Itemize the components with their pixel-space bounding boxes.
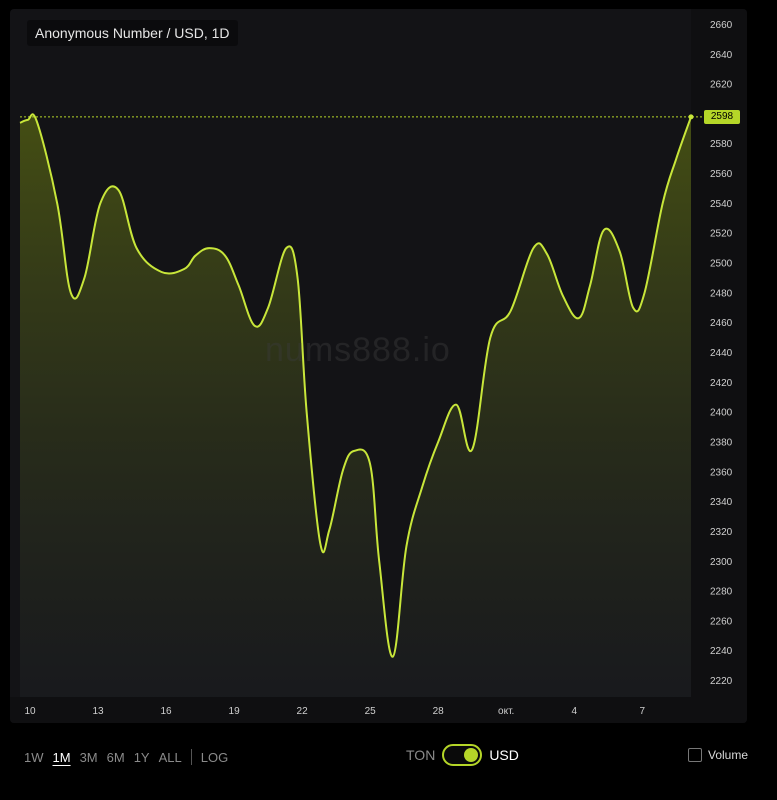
range-button-1y[interactable]: 1Y (133, 749, 150, 765)
y-tick-label: 2480 (710, 288, 733, 299)
currency-toggle[interactable] (442, 744, 483, 766)
toolbar-divider (190, 749, 192, 765)
y-tick-label: 2620 (710, 80, 733, 91)
x-tick-label: 19 (229, 706, 241, 717)
y-tick-label: 2560 (710, 169, 733, 180)
time-range-selector: 1W 1M 3M 6M 1Y ALL LOG (24, 749, 237, 765)
y-tick-label: 2540 (710, 199, 733, 210)
price-chart-panel[interactable]: 2220 2240 2260 2280 2300 2320 2340 2360 2380 2400… (10, 9, 747, 723)
toggle-knob (464, 748, 479, 762)
currency-option-usd[interactable]: USD (489, 747, 519, 763)
y-tick-label: 2360 (710, 467, 733, 478)
y-tick-label: 2300 (710, 557, 733, 568)
y-tick-label: 2320 (710, 527, 733, 538)
range-button-all[interactable]: ALL (158, 749, 182, 765)
volume-checkbox[interactable] (688, 748, 702, 762)
price-area-fill (20, 114, 691, 697)
y-tick-label: 2500 (710, 259, 733, 270)
y-tick-label: 2280 (710, 587, 733, 598)
x-tick-label: 10 (24, 706, 36, 717)
chart-title: Anonymous Number / USD, 1D (27, 20, 238, 46)
x-tick-label: 4 (571, 706, 577, 717)
y-tick-label: 2580 (710, 139, 733, 150)
chart-toolbar: 1W 1M 3M 6M 1Y ALL LOG TON USD Volume (0, 740, 777, 774)
y-tick-label: 2660 (710, 20, 733, 31)
y-tick-label: 2640 (710, 50, 733, 61)
x-tick-label: 16 (160, 706, 172, 717)
range-button-6m[interactable]: 6M (106, 749, 125, 765)
x-tick-label: 7 (639, 706, 645, 717)
y-tick-label: 2240 (710, 646, 733, 657)
y-tick-label: 2340 (710, 497, 733, 508)
y-tick-label: 2400 (710, 408, 733, 419)
y-tick-label: 2440 (710, 348, 733, 359)
x-tick-label: 25 (365, 706, 377, 717)
log-scale-button[interactable]: LOG (200, 749, 229, 765)
x-axis-background (10, 697, 691, 723)
y-tick-label: 2420 (710, 378, 733, 389)
last-price-point (688, 114, 694, 120)
last-price-label: 2598 (704, 109, 740, 124)
watermark-text: nums888.io (265, 331, 451, 369)
price-line (19, 113, 692, 658)
y-tick-label: 2460 (710, 318, 733, 329)
y-tick-label: 2220 (710, 676, 733, 687)
range-button-3m[interactable]: 3M (79, 749, 98, 765)
currency-switch: TON USD (406, 744, 519, 766)
volume-label: Volume (708, 748, 749, 762)
x-tick-label: 22 (297, 706, 309, 717)
volume-toggle[interactable]: Volume (688, 748, 748, 762)
range-button-1m[interactable]: 1M (52, 749, 71, 765)
x-axis: 10 13 16 19 22 25 28 окт. 4 7 (24, 706, 645, 717)
x-tick-label: 28 (433, 706, 445, 717)
x-tick-label: 13 (92, 706, 104, 717)
y-tick-label: 2260 (710, 616, 733, 627)
y-tick-label: 2380 (710, 437, 733, 448)
y-tick-label: 2520 (710, 229, 733, 240)
range-button-1w[interactable]: 1W (24, 749, 44, 765)
currency-option-ton[interactable]: TON (406, 747, 436, 763)
y-axis-background (691, 9, 747, 723)
x-tick-label: окт. (498, 706, 514, 717)
